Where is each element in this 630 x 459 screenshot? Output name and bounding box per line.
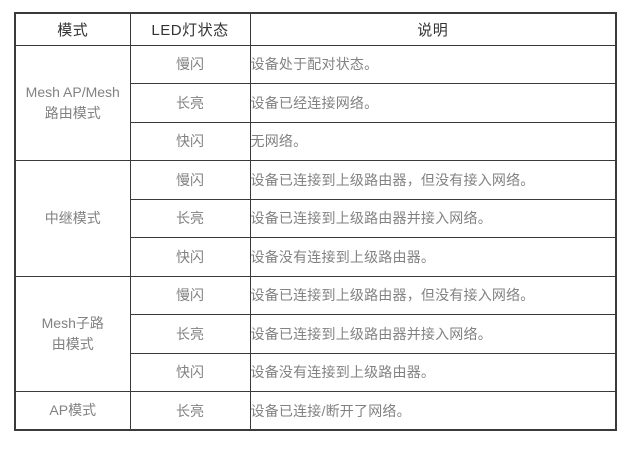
table-row: 长亮 设备已经连接网络。 <box>15 83 617 123</box>
led-state-cell: 长亮 <box>129 391 251 431</box>
led-state-cell: 快闪 <box>129 237 251 277</box>
table-row: 长亮 设备已连接到上级路由器并接入网络。 <box>15 198 617 238</box>
mode-cell-mesh-ap: Mesh AP/Mesh 路由模式 <box>14 44 131 161</box>
led-state-cell: 长亮 <box>129 314 251 354</box>
table-row: 中继模式 慢闪 设备已连接到上级路由器，但没有接入网络。 <box>14 160 617 277</box>
table-row: AP模式 长亮 设备已连接/断开了网络。 <box>14 391 617 431</box>
table-row: 快闪 设备没有连接到上级路由器。 <box>15 237 617 277</box>
table-row: 快闪 无网络。 <box>15 121 617 161</box>
column-header-description: 说明 <box>249 12 617 46</box>
led-state-cell: 长亮 <box>129 198 251 238</box>
description-cell: 设备没有连接到上级路由器。 <box>249 237 617 277</box>
description-cell: 设备已经连接网络。 <box>249 83 617 123</box>
description-cell: 设备已连接/断开了网络。 <box>249 391 617 431</box>
led-state-cell: 长亮 <box>129 83 251 123</box>
description-cell: 无网络。 <box>249 121 617 161</box>
mode-cell-mesh-sub-router: Mesh子路 由模式 <box>14 275 131 392</box>
description-cell: 设备处于配对状态。 <box>249 44 617 84</box>
description-cell: 设备已连接到上级路由器，但没有接入网络。 <box>249 160 617 200</box>
description-cell: 设备没有连接到上级路由器。 <box>249 352 617 392</box>
description-cell: 设备已连接到上级路由器并接入网络。 <box>249 314 617 354</box>
led-state-cell: 快闪 <box>129 121 251 161</box>
column-header-mode: 模式 <box>14 12 131 46</box>
table-row: Mesh AP/Mesh 路由模式 慢闪 设备处于配对状态。 <box>14 44 617 161</box>
led-status-table: 模式 LED灯状态 说明 Mesh AP/Mesh 路由模式 慢闪 设备处于配对… <box>14 12 617 431</box>
mode-cell-repeater: 中继模式 <box>14 160 131 277</box>
table-row: 长亮 设备已连接到上级路由器并接入网络。 <box>15 314 617 354</box>
led-state-cell: 慢闪 <box>129 44 251 84</box>
description-cell: 设备已连接到上级路由器，但没有接入网络。 <box>249 275 617 315</box>
mode-cell-ap: AP模式 <box>14 391 131 431</box>
header-row: 模式 LED灯状态 说明 <box>14 12 617 46</box>
led-state-cell: 慢闪 <box>129 160 251 200</box>
led-state-cell: 慢闪 <box>129 275 251 315</box>
table-row: Mesh子路 由模式 慢闪 设备已连接到上级路由器，但没有接入网络。 <box>14 275 617 392</box>
table-row: 快闪 设备没有连接到上级路由器。 <box>15 352 617 392</box>
led-state-cell: 快闪 <box>129 352 251 392</box>
column-header-led-status: LED灯状态 <box>129 12 251 46</box>
description-cell: 设备已连接到上级路由器并接入网络。 <box>249 198 617 238</box>
